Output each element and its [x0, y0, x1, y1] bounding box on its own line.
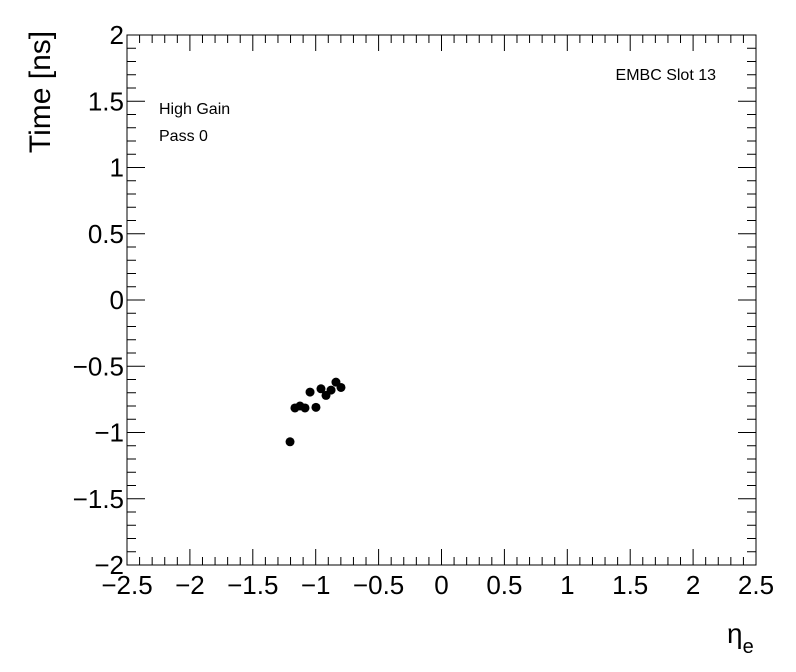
x-tick-label: 0.5 — [486, 570, 522, 600]
x-tick-label: 0 — [434, 570, 448, 600]
annotation: Pass 0 — [159, 128, 208, 145]
x-tick-label: −2.5 — [101, 570, 152, 600]
y-tick-label: 0.5 — [88, 219, 124, 249]
y-tick-label: 2 — [110, 20, 124, 50]
x-tick-label: 1 — [560, 570, 574, 600]
x-axis-title: ηe — [727, 618, 754, 658]
x-axis-title-main: η — [727, 618, 743, 649]
y-tick-label: −1 — [94, 418, 124, 448]
x-tick-label: 1.5 — [612, 570, 648, 600]
x-tick-label: −0.5 — [353, 570, 404, 600]
y-tick-label: −0.5 — [73, 351, 124, 381]
annotation: High Gain — [159, 101, 230, 118]
x-tick-label: 2 — [686, 570, 700, 600]
x-axis-title-sub: e — [743, 636, 754, 658]
x-tick-label: −2 — [175, 570, 205, 600]
y-tick-label: −2 — [94, 550, 124, 580]
point — [285, 437, 295, 447]
y-tick-label: 1.5 — [88, 86, 124, 116]
point — [326, 385, 336, 395]
annotation: EMBC Slot 13 — [616, 67, 717, 84]
y-axis-title: Time [ns] — [24, 31, 57, 153]
y-tick-label: −1.5 — [73, 484, 124, 514]
y-tick-label: 0 — [110, 285, 124, 315]
point — [316, 384, 326, 394]
x-tick-label: −1.5 — [227, 570, 278, 600]
x-tick-label: −1 — [301, 570, 331, 600]
y-tick-label: 1 — [110, 153, 124, 183]
point — [336, 382, 346, 392]
point — [300, 403, 310, 413]
point — [311, 402, 321, 412]
point — [305, 387, 315, 397]
x-tick-label: 2.5 — [738, 570, 774, 600]
